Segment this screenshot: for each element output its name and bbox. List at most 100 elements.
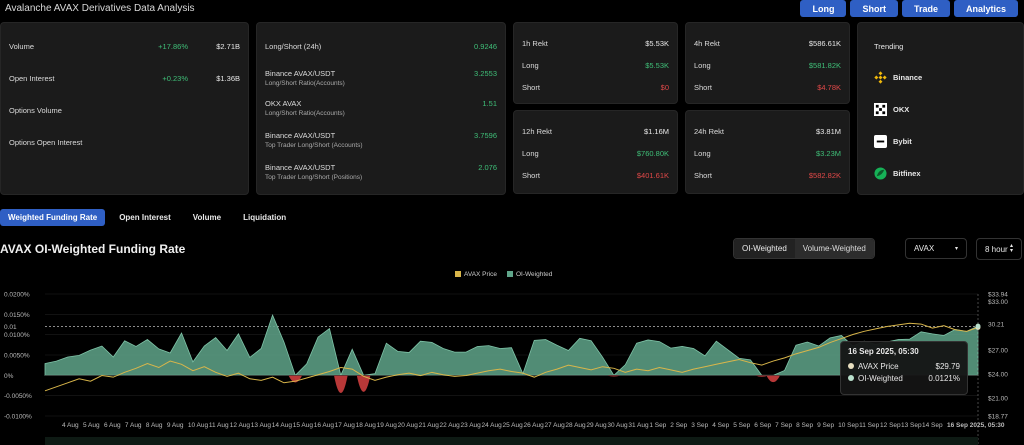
tooltip-oi-dot [848, 375, 854, 381]
x-tick-label: 6 Sep [754, 422, 771, 429]
rekt-short-value: $582.82K [808, 171, 841, 180]
tab-liquidation[interactable]: Liquidation [243, 213, 287, 222]
tab-open-interest[interactable]: Open Interest [119, 213, 171, 222]
analytics-button[interactable]: Analytics [953, 0, 1018, 17]
long-button[interactable]: Long [800, 0, 847, 17]
x-tick-label: 10 Sep [838, 422, 859, 429]
trending-item-bitfinex[interactable]: Bitfinex [874, 167, 921, 180]
trending-title: Trending [874, 42, 904, 51]
rekt-long-label: Long [694, 149, 711, 158]
ratio-label: Binance AVAX/USDT [265, 131, 336, 140]
long-short-card: Long/Short (24h) 0.9246 Binance AVAX/USD… [256, 22, 506, 195]
oi-weighted-button[interactable]: OI-Weighted [734, 239, 795, 258]
x-tick-label: 27 Aug [544, 422, 565, 429]
interval-select[interactable]: 8 hour ▴ ▾ [976, 238, 1022, 260]
legend-label: OI-Weighted [516, 271, 553, 278]
tooltip-price-value: $29.79 [935, 362, 960, 371]
rekt-title: 4h Rekt [694, 39, 720, 48]
rekt-short-value: $4.78K [817, 83, 841, 92]
rekt-long-label: Long [694, 61, 711, 70]
rekt-total: $3.81M [815, 127, 841, 136]
price-tick-label: $27.00 [988, 347, 1008, 354]
rekt-total: $5.53K [645, 39, 669, 48]
bitfinex-icon [874, 167, 887, 180]
price-line [44, 322, 979, 392]
short-button[interactable]: Short [850, 0, 898, 17]
y-tick-label: 0.0100% [4, 332, 30, 339]
legend-item-price[interactable]: AVAX Price [455, 271, 497, 278]
legend-swatch-oi [507, 271, 513, 277]
tooltip-price-label: AVAX Price [858, 362, 899, 371]
x-tick-label: 26 Aug [523, 422, 544, 429]
x-tick-label: 28 Aug [565, 422, 586, 429]
tooltip-oi-label: OI-Weighted [858, 374, 903, 383]
x-tick-label: 24 Aug [482, 422, 503, 429]
rekt-title: 24h Rekt [694, 127, 725, 136]
x-tick-label: 5 Sep [733, 422, 750, 429]
x-tick-label: 14 Sep [922, 422, 943, 429]
ratio-sublabel: Long/Short Ratio(Accounts) [265, 110, 345, 117]
options-open-interest-label: Options Open Interest [9, 138, 83, 147]
ratio-value: 0.9246 [474, 42, 497, 51]
volume-weighted-button[interactable]: Volume-Weighted [794, 239, 874, 258]
x-tick-label: 12 Aug [230, 422, 251, 429]
tab-weighted-funding-rate[interactable]: Weighted Funding Rate [0, 209, 106, 226]
y-tick-label: 0.0050% [4, 353, 30, 360]
trending-item-bybit[interactable]: Bybit [874, 135, 912, 148]
funding-area-negative [356, 375, 371, 392]
ratio-value: 3.7596 [474, 131, 497, 140]
chart-legend: AVAX Price OI-Weighted [455, 271, 552, 278]
x-tick-label: 20 Aug [398, 422, 419, 429]
legend-item-oi[interactable]: OI-Weighted [507, 271, 552, 278]
trending-item-binance[interactable]: Binance [874, 71, 922, 84]
rekt-12h-card: 12h Rekt $1.16M Long $760.80K Short $401… [513, 110, 678, 194]
x-tick-label: 16 Aug [314, 422, 335, 429]
chart-title: AVAX OI-Weighted Funding Rate [0, 242, 186, 256]
x-tick-label: 11 Sep [859, 422, 880, 429]
rekt-title: 1h Rekt [522, 39, 548, 48]
x-tick-label: 10 Aug [188, 422, 209, 429]
chart-tabs: Weighted Funding Rate Open Interest Volu… [0, 209, 294, 226]
x-tick-label: 18 Aug [356, 422, 377, 429]
y-tick-label: 0.01 [4, 324, 17, 331]
x-tick-label: 9 Aug [167, 422, 184, 429]
funding-area-negative [334, 375, 348, 393]
tab-volume[interactable]: Volume [192, 213, 222, 222]
ratio-label: OKX AVAX [265, 99, 302, 108]
rekt-short-label: Short [522, 83, 540, 92]
open-interest-change: +0.23% [162, 74, 188, 83]
trending-label: Binance [893, 73, 923, 82]
y-tick-label: -0.0050% [4, 393, 32, 400]
trending-card: Trending Binance OKX Bybit Bitfinex [857, 22, 1024, 195]
bybit-icon [874, 135, 887, 148]
ratio-label: Long/Short (24h) [265, 42, 322, 51]
x-tick-label: 21 Aug [419, 422, 440, 429]
x-tick-label: 12 Sep [880, 422, 901, 429]
oi-point [975, 323, 981, 329]
page-title: Avalanche AVAX Derivatives Data Analysis [5, 3, 195, 14]
funding-rate-chart[interactable]: 0.0200% 0.0150% 0.010.0100% 0.0050% 0% -0.005… [0, 285, 1024, 445]
x-tick-label: 7 Sep [775, 422, 792, 429]
price-tick-label: $21.00 [988, 396, 1008, 403]
symbol-select[interactable]: AVAX ▾ [905, 238, 967, 259]
y-tick-label: 0% [4, 373, 14, 380]
ratio-label: Binance AVAX/USDT [265, 69, 336, 78]
trending-item-okx[interactable]: OKX [874, 103, 909, 116]
x-tick-label: 4 Sep [712, 422, 729, 429]
chevron-down-icon: ▾ [954, 246, 958, 252]
funding-area-negative [766, 375, 781, 383]
top-actions: Long Short Trade Analytics [800, 0, 1018, 17]
price-tick-label: $33.94 [988, 292, 1008, 299]
tooltip-oi-value: 0.0121% [928, 374, 960, 383]
legend-label: AVAX Price [464, 271, 497, 278]
x-tick-label: 6 Aug [104, 422, 121, 429]
price-tick-label: $24.00 [988, 371, 1008, 378]
x-tick-label: 5 Aug [83, 422, 100, 429]
x-tick-label: 8 Sep [796, 422, 813, 429]
trade-button[interactable]: Trade [901, 0, 950, 17]
rekt-long-value: $760.80K [636, 149, 669, 158]
y-tick-label: 0.0200% [4, 292, 30, 299]
rekt-short-label: Short [694, 171, 712, 180]
weighting-toggle: OI-Weighted Volume-Weighted [733, 238, 875, 259]
x-tick-label: 1 Sep [649, 422, 666, 429]
